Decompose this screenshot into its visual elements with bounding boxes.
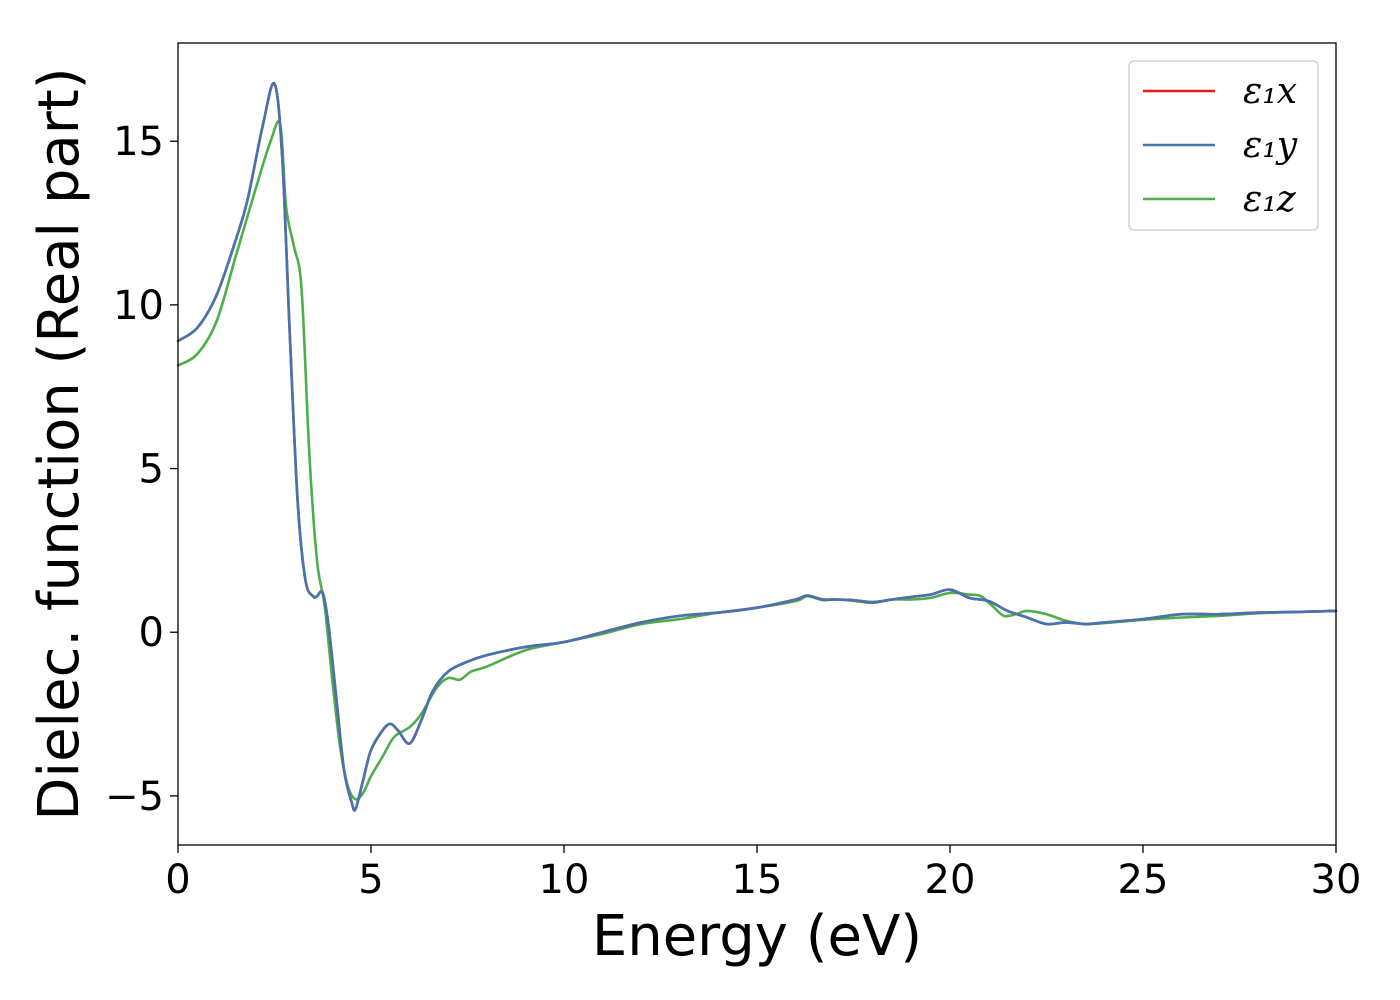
x-tick-label: 15 bbox=[732, 857, 783, 903]
x-tick-label: 20 bbox=[925, 857, 976, 903]
series-layer bbox=[176, 82, 1338, 812]
legend-label: ε₁y bbox=[1243, 125, 1298, 166]
y-tick-label: 5 bbox=[139, 447, 164, 493]
plot-frame bbox=[177, 42, 1337, 846]
x-tick-label: 0 bbox=[165, 857, 190, 903]
y-tick-label: 10 bbox=[113, 283, 164, 329]
x-axis-title: Energy (eV) bbox=[592, 904, 922, 969]
y-tick-label: 15 bbox=[113, 119, 164, 165]
legend-box bbox=[1128, 60, 1319, 231]
legend: ε₁x ε₁y ε₁z bbox=[1128, 60, 1319, 231]
x-tick-label: 30 bbox=[1311, 857, 1362, 903]
series-line-e1y bbox=[176, 82, 1338, 812]
y-axis-title: Dielec. function (Real part) bbox=[27, 67, 92, 820]
x-tick-label: 10 bbox=[539, 857, 590, 903]
legend-label: ε₁z bbox=[1243, 179, 1297, 220]
x-tick-label: 5 bbox=[358, 857, 383, 903]
y-tick-label: −5 bbox=[105, 774, 164, 820]
x-tick-label: 25 bbox=[1118, 857, 1169, 903]
legend-label: ε₁x bbox=[1243, 71, 1297, 112]
y-tick-label: 0 bbox=[139, 610, 164, 656]
